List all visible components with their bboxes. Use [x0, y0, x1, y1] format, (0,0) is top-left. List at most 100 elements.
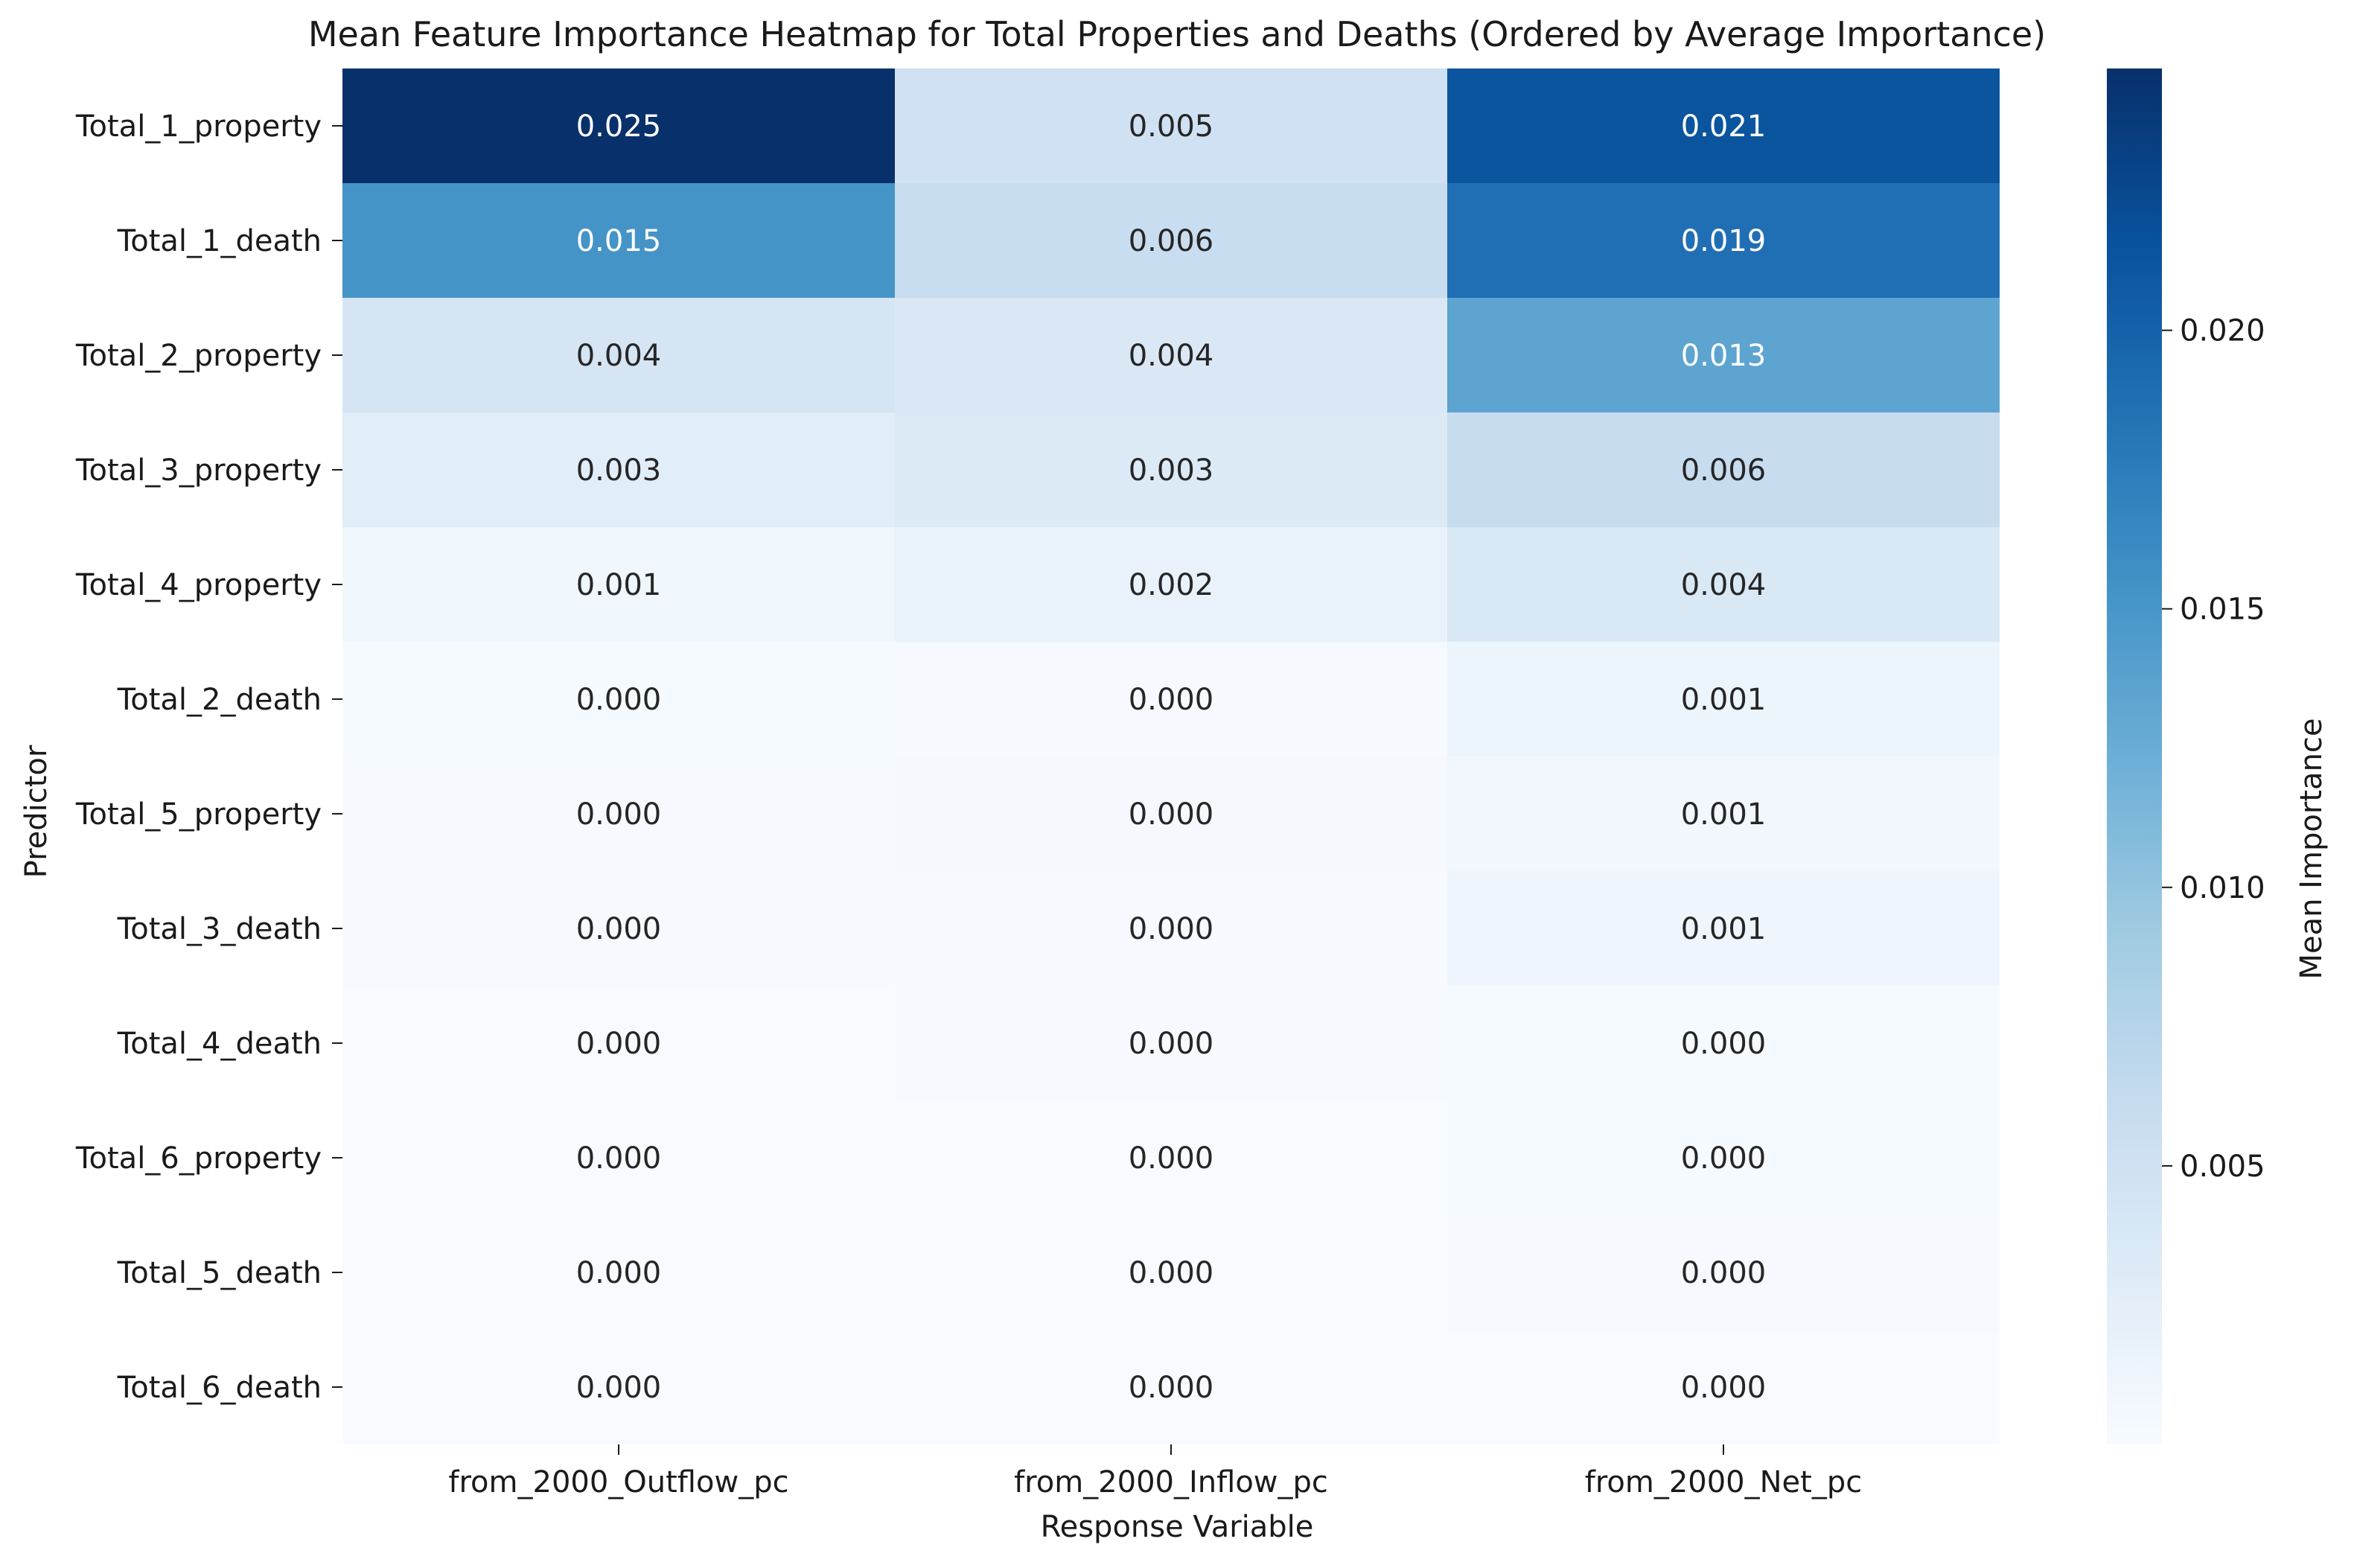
heatmap-cell	[342, 527, 895, 642]
cell-value-label: 0.013	[1681, 339, 1767, 373]
cell-value-label: 0.000	[1129, 1027, 1214, 1061]
heatmap-cell	[342, 412, 895, 527]
heatmap-cell	[342, 1100, 895, 1215]
heatmap-cell	[342, 1330, 895, 1444]
heatmap-cell	[895, 68, 1447, 183]
y-tick-label: Total_1_death	[117, 224, 322, 258]
heatmap-cell	[895, 527, 1447, 642]
heatmap-cell	[895, 871, 1447, 986]
x-tick-label: from_2000_Inflow_pc	[1014, 1465, 1328, 1500]
y-tick-labels: Total_1_property Total_1_death Total_2_pro…	[75, 109, 342, 1405]
heatmap-cell	[342, 183, 895, 298]
heatmap-cell	[1447, 756, 2000, 871]
heatmap-cell	[342, 756, 895, 871]
heatmap-cell	[1447, 68, 2000, 183]
cell-value-label: 0.006	[1129, 224, 1214, 258]
cell-value-label: 0.000	[1681, 1027, 1767, 1061]
cell-value-label: 0.000	[1681, 1141, 1767, 1176]
colorbar-tick-label: 0.020	[2180, 314, 2265, 348]
heatmap-cell	[895, 1215, 1447, 1330]
cell-value-label: 0.000	[1129, 683, 1214, 717]
y-tick-label: Total_2_death	[117, 683, 322, 717]
x-tick-label: from_2000_Outflow_pc	[448, 1465, 788, 1500]
heatmap-cell	[895, 1330, 1447, 1444]
y-tick-label: Total_3_death	[117, 912, 322, 946]
colorbar-tick-label: 0.005	[2180, 1150, 2265, 1184]
cell-value-label: 0.000	[576, 797, 662, 832]
cell-value-label: 0.005	[1129, 109, 1214, 144]
y-tick-label: Total_6_death	[117, 1371, 322, 1405]
y-tick-label: Total_2_property	[75, 339, 322, 373]
heatmap-cell	[1447, 871, 2000, 986]
cell-value-label: 0.000	[576, 683, 662, 717]
cell-value-label: 0.000	[1681, 1256, 1767, 1290]
cell-value-label: 0.004	[576, 339, 662, 373]
heatmap-cell	[895, 298, 1447, 412]
heatmap-cell	[895, 412, 1447, 527]
cell-value-label: 0.015	[576, 224, 662, 258]
cell-value-label: 0.000	[1129, 1371, 1214, 1405]
heatmap-cell	[1447, 527, 2000, 642]
heatmap-cell	[342, 642, 895, 756]
heatmap-cell	[1447, 183, 2000, 298]
cell-value-label: 0.000	[1129, 797, 1214, 832]
x-axis-label: Response Variable	[1041, 1510, 1314, 1544]
y-tick-label: Total_5_death	[117, 1256, 322, 1290]
cell-value-label: 0.000	[576, 1256, 662, 1290]
colorbar-label: Mean Importance	[2294, 718, 2329, 980]
heatmap-cell	[342, 986, 895, 1100]
x-tick-labels: from_2000_Outflow_pc from_2000_Inflow_pc f…	[448, 1444, 1862, 1500]
heatmap-cell	[342, 1215, 895, 1330]
heatmap-cell	[1447, 298, 2000, 412]
cell-value-label: 0.000	[576, 1027, 662, 1061]
cell-value-label: 0.025	[576, 109, 662, 144]
cell-value-label: 0.000	[1129, 912, 1214, 946]
y-tick-label: Total_1_property	[75, 109, 322, 144]
y-axis-label: Predictor	[19, 745, 54, 878]
cell-value-label: 0.002	[1129, 568, 1214, 602]
cell-value-label: 0.000	[1681, 1371, 1767, 1405]
cell-value-label: 0.021	[1681, 109, 1767, 144]
cell-value-label: 0.001	[1681, 683, 1767, 717]
heatmap-cell	[1447, 986, 2000, 1100]
heatmap-cell	[342, 68, 895, 183]
cell-value-label: 0.004	[1681, 568, 1767, 602]
colorbar: 0.005 0.010 0.015 0.020	[2107, 68, 2265, 1444]
x-tick-label: from_2000_Net_pc	[1585, 1465, 1862, 1500]
cell-value-label: 0.000	[1129, 1141, 1214, 1176]
y-tick-label: Total_5_property	[75, 797, 322, 832]
cell-value-label: 0.001	[1681, 912, 1767, 946]
heatmap-cell	[1447, 1100, 2000, 1215]
heatmap-cell	[895, 183, 1447, 298]
cell-value-label: 0.019	[1681, 224, 1767, 258]
cell-value-label: 0.003	[576, 453, 662, 488]
y-tick-label: Total_4_property	[75, 568, 322, 602]
heatmap-cell	[1447, 1330, 2000, 1444]
chart-title: Mean Feature Importance Heatmap for Tota…	[308, 14, 2046, 54]
cell-value-label: 0.006	[1681, 453, 1767, 488]
heatmap-cell	[895, 1100, 1447, 1215]
heatmap-cells: 0.025 0.005 0.021 0.015 0.006 0.019 0.004 0.004…	[342, 68, 2000, 1444]
heatmap-cell	[342, 871, 895, 986]
colorbar-scale	[2107, 68, 2162, 1444]
y-tick-label: Total_3_property	[75, 453, 322, 488]
heatmap-cell	[895, 756, 1447, 871]
cell-value-label: 0.003	[1129, 453, 1214, 488]
heatmap-cell	[342, 298, 895, 412]
cell-value-label: 0.000	[1129, 1256, 1214, 1290]
cell-value-label: 0.001	[576, 568, 662, 602]
heatmap-cell	[1447, 1215, 2000, 1330]
cell-value-label: 0.000	[576, 1141, 662, 1176]
y-tick-label: Total_6_property	[75, 1141, 322, 1176]
cell-value-label: 0.001	[1681, 797, 1767, 832]
cell-value-label: 0.000	[576, 1371, 662, 1405]
colorbar-tick-label: 0.010	[2180, 871, 2265, 905]
colorbar-tick-label: 0.015	[2180, 593, 2265, 627]
heatmap-cell	[895, 986, 1447, 1100]
cell-value-label: 0.000	[576, 912, 662, 946]
y-tick-label: Total_4_death	[117, 1027, 322, 1061]
heatmap-cell	[1447, 412, 2000, 527]
heatmap-cell	[895, 642, 1447, 756]
heatmap-cell	[1447, 642, 2000, 756]
